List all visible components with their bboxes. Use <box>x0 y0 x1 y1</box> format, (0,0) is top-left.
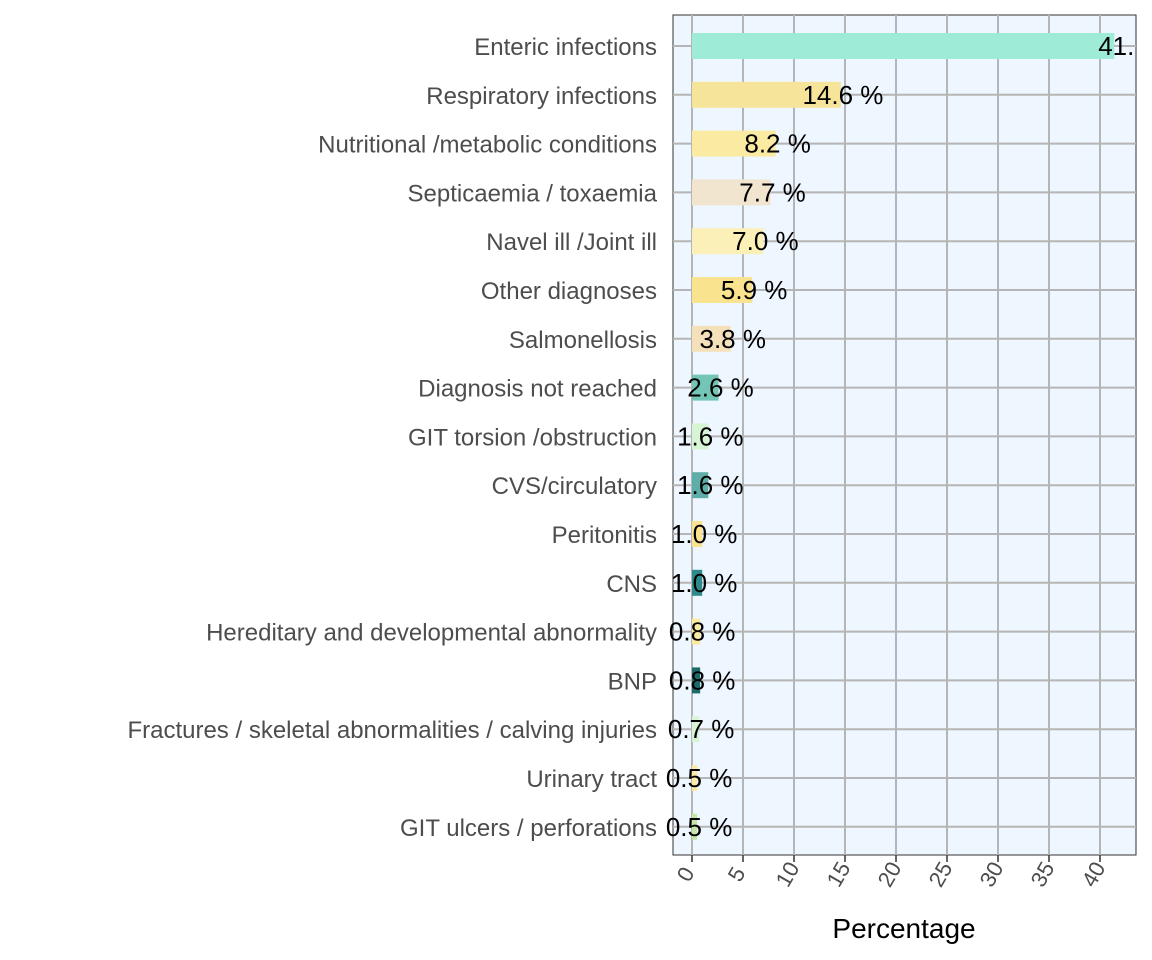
data-label-4: 7.0 % <box>732 226 799 256</box>
bar-12 <box>692 618 701 645</box>
x-tick-label-3: 15 <box>822 857 856 891</box>
data-label-2: 8.2 % <box>744 129 811 159</box>
category-label-7: Diagnosis not reached <box>418 376 657 403</box>
category-label-15: Urinary tract <box>526 766 657 793</box>
category-label-6: Salmonellosis <box>509 327 657 354</box>
data-labels: 41. 14.6 % 8.2 % 7.7 % 7.0 % 5.9 % 3.8 % 2.6 % 1… <box>666 31 1135 842</box>
data-label-0: 41. <box>1098 31 1134 61</box>
bar-7 <box>692 374 719 401</box>
bar-0 <box>692 33 1115 59</box>
bar-15 <box>692 765 698 791</box>
x-tick-label-1: 5 <box>723 863 751 886</box>
data-label-8: 1.6 % <box>677 421 744 451</box>
data-label-16: 0.5 % <box>666 812 733 842</box>
x-tick-label-2: 10 <box>771 857 805 891</box>
category-label-0: Enteric infections <box>474 34 657 61</box>
x-tick-label-8: 40 <box>1077 857 1111 891</box>
bar-11 <box>692 569 703 596</box>
category-label-11: CNS <box>606 571 657 598</box>
bar-13 <box>692 667 701 694</box>
bar-14 <box>692 716 700 743</box>
data-label-7: 2.6 % <box>687 373 754 403</box>
data-label-9: 1.6 % <box>677 470 744 500</box>
bar-5 <box>692 277 753 303</box>
data-label-6: 3.8 % <box>700 324 767 354</box>
bar-16 <box>692 813 698 840</box>
bar-10 <box>692 521 703 547</box>
x-tick-label-7: 35 <box>1026 857 1060 891</box>
bar-2 <box>692 130 776 157</box>
data-label-15: 0.5 % <box>666 763 733 793</box>
category-label-9: CVS/circulatory <box>492 473 657 500</box>
bar-4 <box>692 228 764 255</box>
category-labels: Enteric infections Respiratory infections… <box>127 34 657 842</box>
x-axis-title: Percentage <box>832 913 975 944</box>
data-label-3: 7.7 % <box>739 177 806 207</box>
category-label-14: Fractures / skeletal abnormalities / cal… <box>127 717 657 744</box>
bar-6 <box>692 325 731 352</box>
bars <box>692 33 1115 840</box>
data-label-14: 0.7 % <box>668 714 735 744</box>
data-label-12: 0.8 % <box>669 617 736 647</box>
category-label-16: GIT ulcers / perforations <box>400 815 657 842</box>
category-label-13: BNP <box>608 668 657 695</box>
bar-8 <box>692 423 709 450</box>
data-label-1: 14.6 % <box>802 80 883 110</box>
category-label-8: GIT torsion /obstruction <box>408 424 657 451</box>
category-label-12: Hereditary and developmental abnormality <box>206 620 657 647</box>
category-label-2: Nutritional /metabolic conditions <box>318 132 657 159</box>
x-tick-label-4: 20 <box>873 857 907 891</box>
x-tick-label-5: 25 <box>924 857 958 891</box>
bar-9 <box>692 472 709 499</box>
data-label-5: 5.9 % <box>721 275 788 305</box>
category-label-5: Other diagnoses <box>481 278 657 305</box>
data-label-13: 0.8 % <box>669 665 736 695</box>
data-label-11: 1.0 % <box>671 568 738 598</box>
category-label-4: Navel ill /Joint ill <box>486 229 657 256</box>
bar-1 <box>692 81 841 108</box>
x-tick-label-6: 30 <box>975 857 1009 891</box>
data-label-10: 1.0 % <box>671 519 738 549</box>
bar-3 <box>692 179 771 206</box>
x-tick-label-0: 0 <box>672 863 700 886</box>
category-label-10: Peritonitis <box>552 522 657 549</box>
x-axis-ticks: 0 5 10 15 20 25 30 35 40 <box>672 855 1111 891</box>
category-label-1: Respiratory infections <box>426 83 657 110</box>
category-label-3: Septicaemia / toxaemia <box>408 180 658 207</box>
